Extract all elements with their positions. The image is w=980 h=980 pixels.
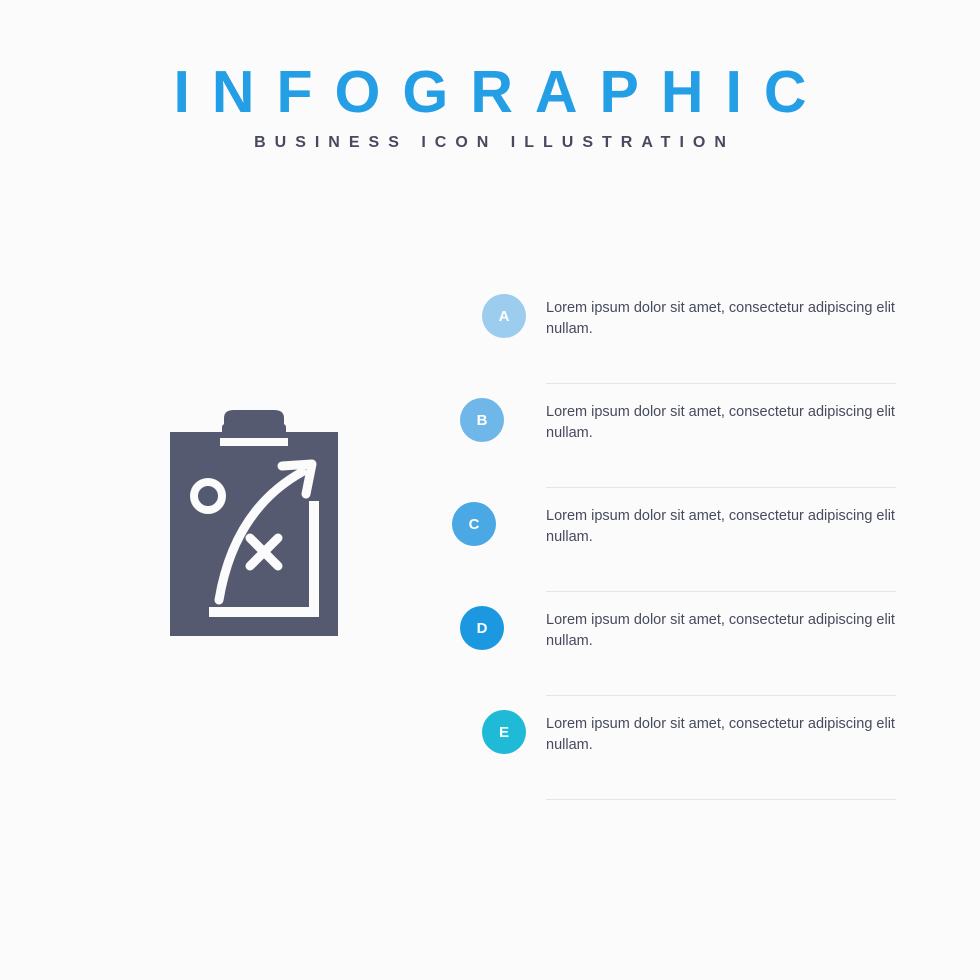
step-text-d: Lorem ipsum dolor sit amet, consectetur … [546,610,896,652]
step-text-e: Lorem ipsum dolor sit amet, consectetur … [546,714,896,756]
step-text-a: Lorem ipsum dolor sit amet, consectetur … [546,298,896,340]
step-bullet-c: C [452,502,496,546]
content-area: A Lorem ipsum dolor sit amet, consectetu… [0,280,980,880]
step-b: B Lorem ipsum dolor sit amet, consectetu… [448,384,928,488]
step-e: E Lorem ipsum dolor sit amet, consectetu… [448,696,928,800]
step-bullet-a: A [482,294,526,338]
divider [546,799,896,800]
step-c: C Lorem ipsum dolor sit amet, consectetu… [448,488,928,592]
clipboard-strategy-icon [164,410,344,645]
header: INFOGRAPHIC BUSINESS ICON ILLUSTRATION [0,0,980,152]
page-subtitle: BUSINESS ICON ILLUSTRATION [0,134,980,152]
step-text-c: Lorem ipsum dolor sit amet, consectetur … [546,506,896,548]
step-bullet-b: B [460,398,504,442]
step-text-b: Lorem ipsum dolor sit amet, consectetur … [546,402,896,444]
step-a: A Lorem ipsum dolor sit amet, consectetu… [448,280,928,384]
step-bullet-d: D [460,606,504,650]
step-bullet-e: E [482,710,526,754]
steps-list: A Lorem ipsum dolor sit amet, consectetu… [448,280,928,800]
step-d: D Lorem ipsum dolor sit amet, consectetu… [448,592,928,696]
page-title: INFOGRAPHIC [152,58,829,126]
